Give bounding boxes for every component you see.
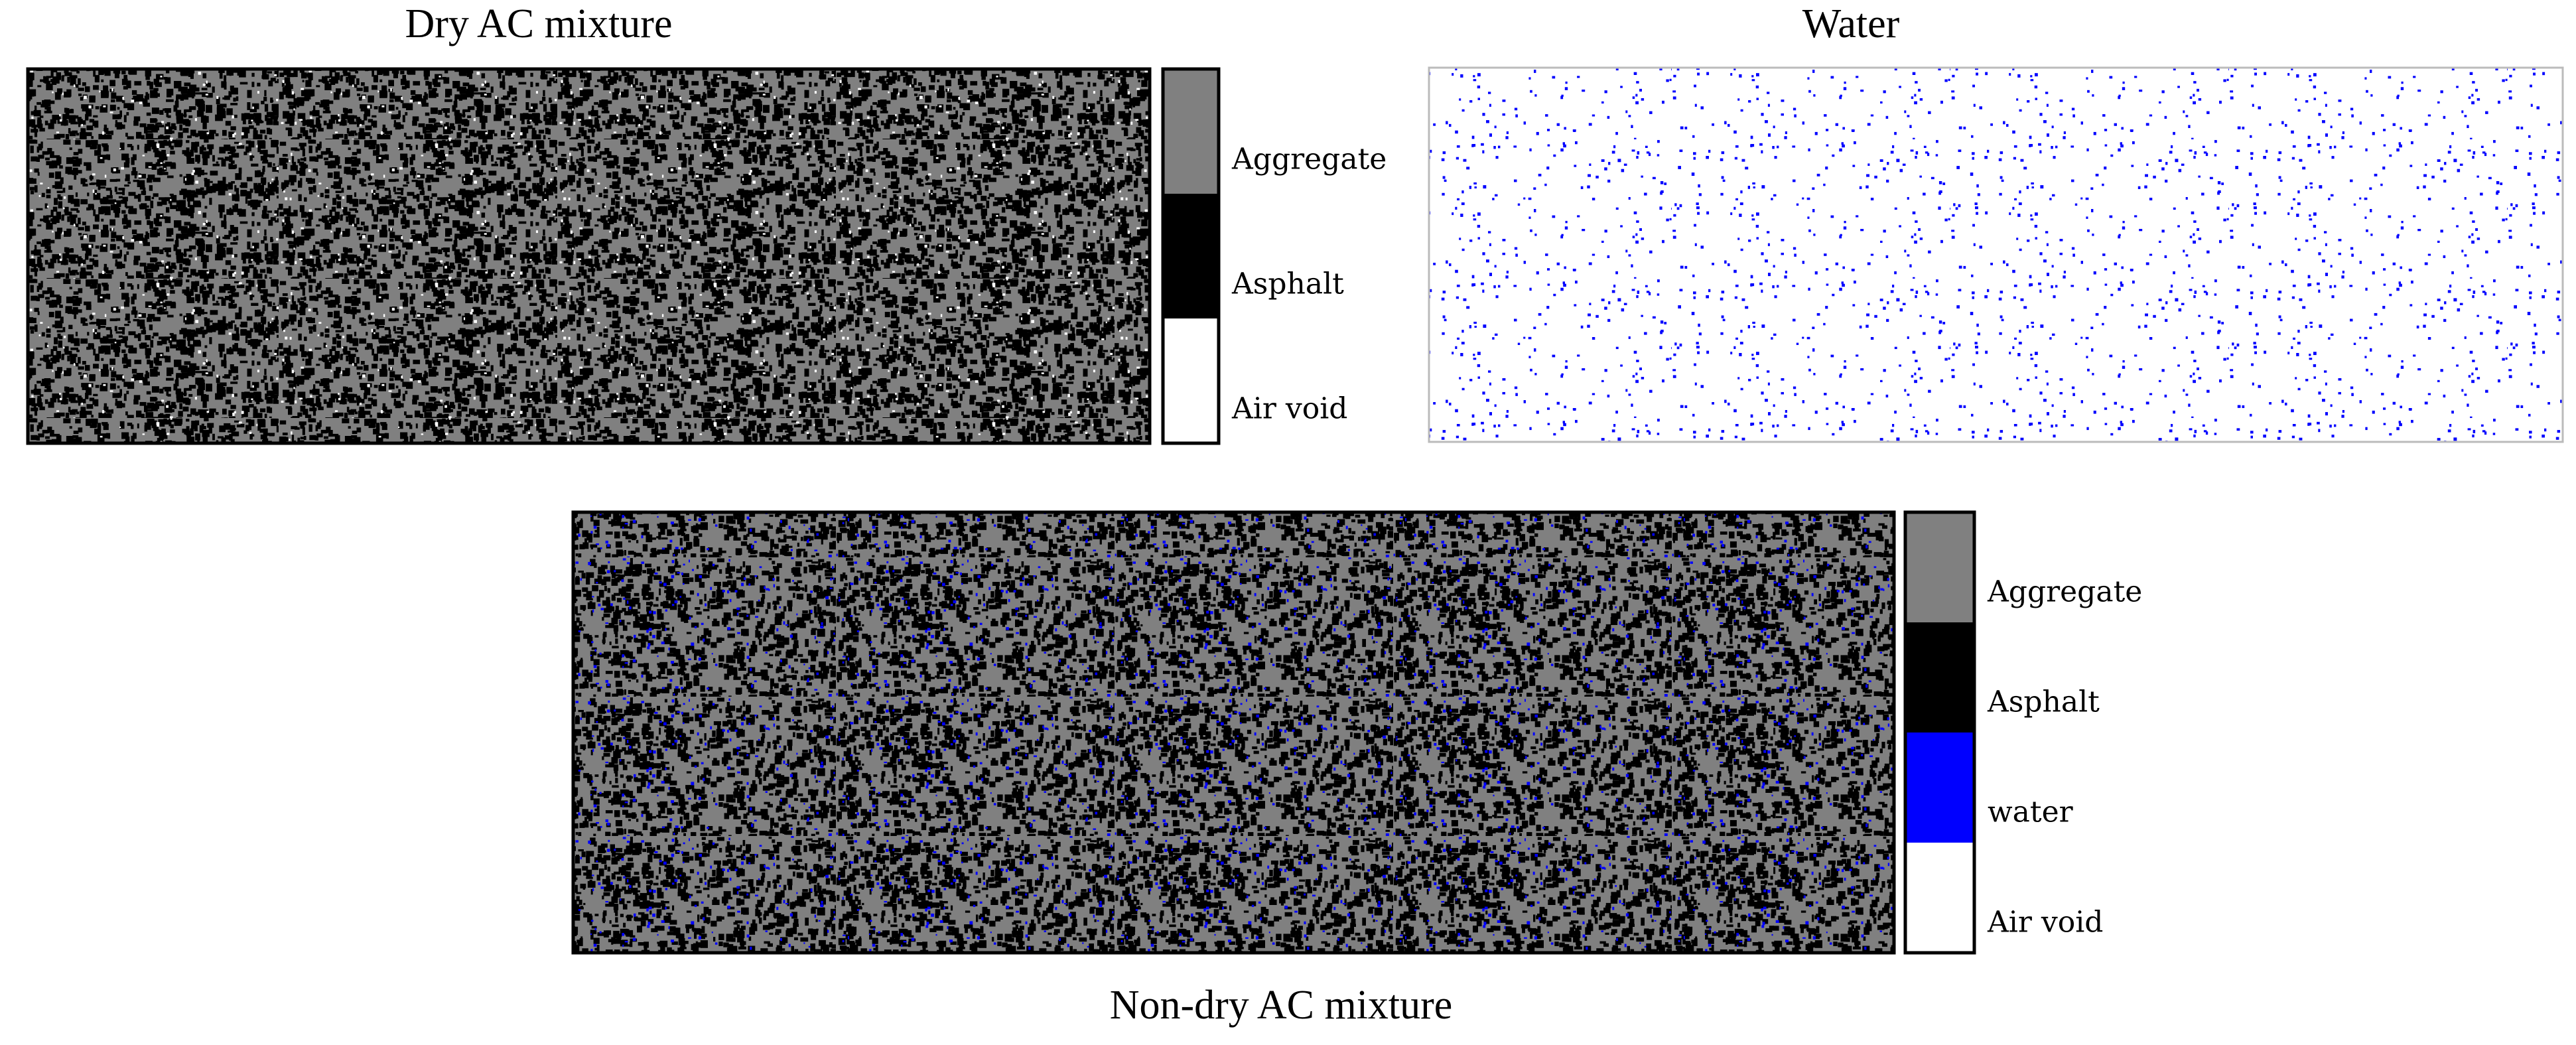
panel-title: Dry AC mixture — [405, 1, 673, 46]
colorbar-frame — [1161, 67, 1221, 445]
water-distribution — [1428, 66, 2564, 443]
legend-swatch — [1163, 69, 1219, 194]
legend-label: Air void — [1987, 905, 2103, 939]
legend-label: Asphalt — [1231, 267, 1344, 301]
legend-swatch — [1905, 732, 1974, 843]
legend-swatch — [1163, 194, 1219, 318]
legend-label: Asphalt — [1987, 685, 2100, 719]
panel-title: Water — [1802, 1, 1900, 46]
legend-label: Air void — [1231, 392, 1347, 426]
dry-microstructure — [26, 67, 1152, 445]
legend-label: Aggregate — [1987, 575, 2142, 608]
legend-swatch — [1905, 843, 1974, 953]
colorbar-frame — [1903, 510, 1976, 955]
panel-title: Non-dry AC mixture — [1110, 983, 1453, 1028]
legend-label: water — [1988, 795, 2074, 829]
legend-swatch — [1163, 318, 1219, 443]
legend-swatch — [1905, 512, 1974, 622]
legend-label: Aggregate — [1231, 143, 1387, 176]
wet-microstructure — [571, 510, 1896, 955]
legend-swatch — [1905, 622, 1974, 732]
